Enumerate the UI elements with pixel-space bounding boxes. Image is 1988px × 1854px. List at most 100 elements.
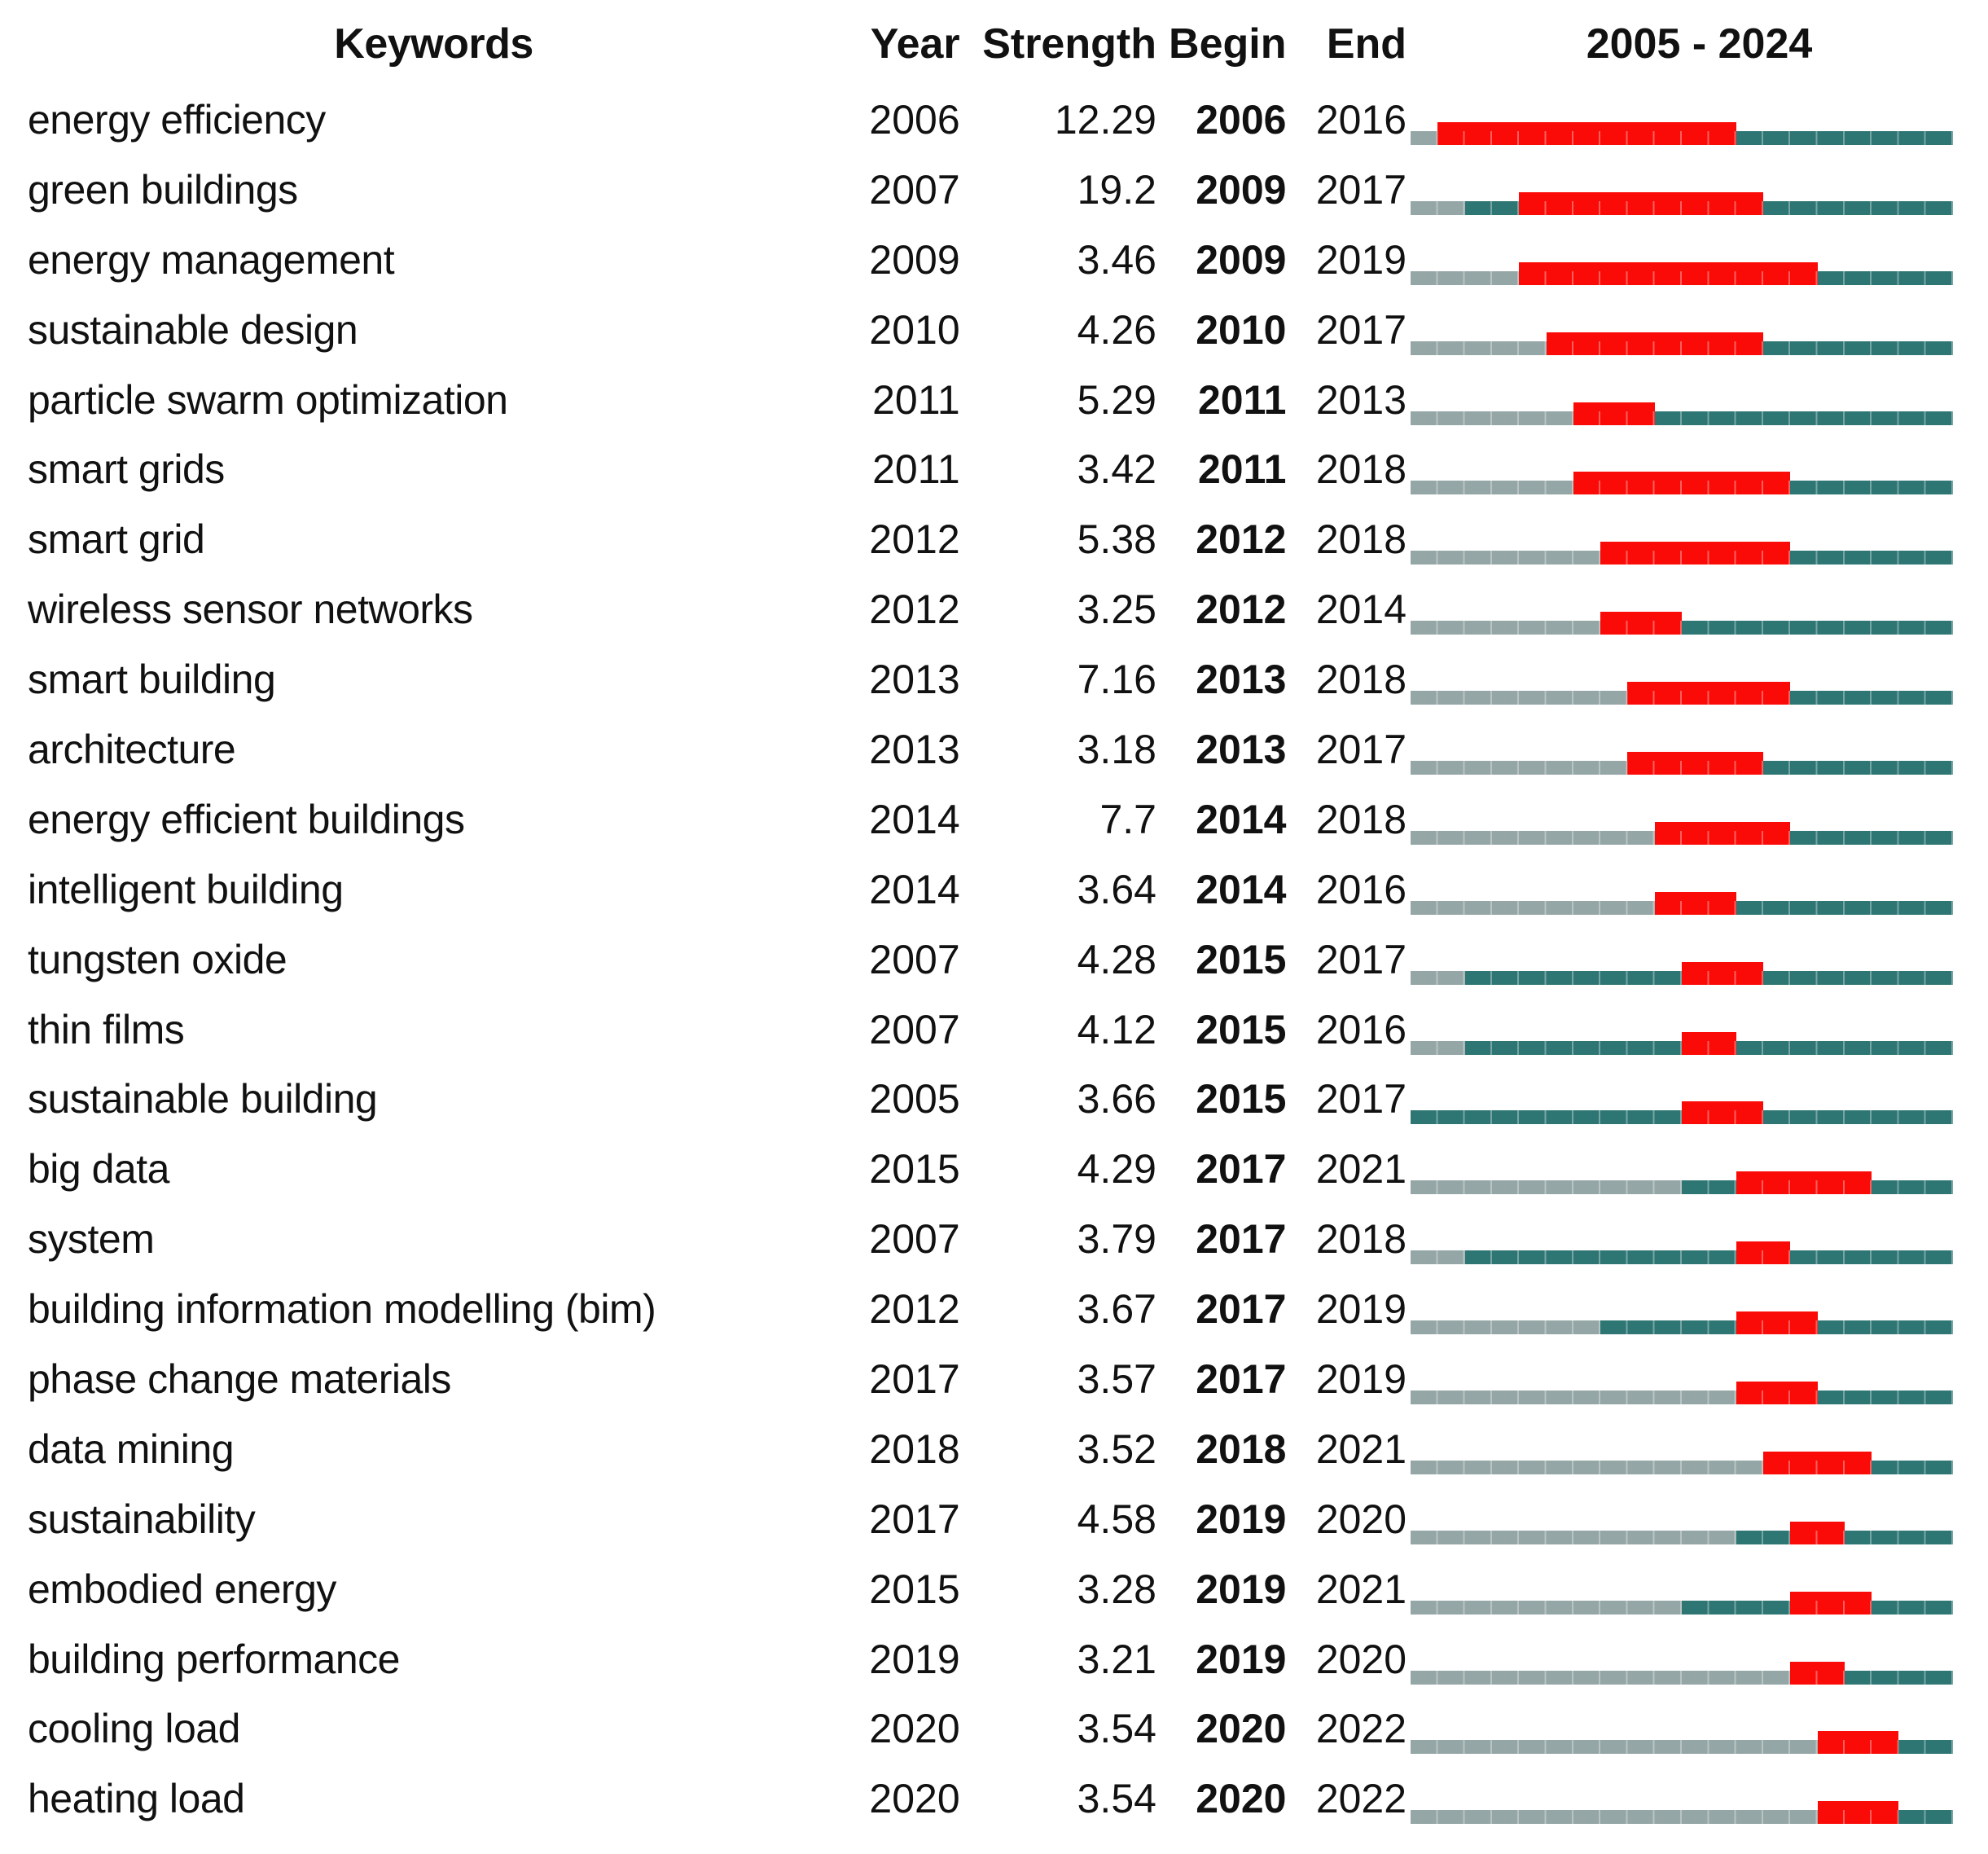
year-value: 2020 xyxy=(869,1776,960,1822)
burst-segment xyxy=(1546,332,1763,355)
post-burst-segment xyxy=(1654,411,1954,425)
header-end: End xyxy=(1326,20,1407,68)
keyword-label: sustainable building xyxy=(28,1076,378,1123)
end-value: 2022 xyxy=(1315,1776,1407,1822)
table-row: energy efficiency 2006 12.29 2006 2016 xyxy=(0,85,1988,155)
post-burst-segment xyxy=(1762,1110,1954,1125)
timeline-track xyxy=(1411,1381,1954,1404)
keyword-label: particle swarm optimization xyxy=(28,376,508,423)
burst-segment xyxy=(1519,261,1818,285)
strength-value: 12.29 xyxy=(1054,96,1156,143)
post-burst-segment xyxy=(1762,340,1954,355)
timeline-cell xyxy=(1407,1624,1988,1694)
begin-value: 2019 xyxy=(1196,1566,1287,1612)
year-value: 2007 xyxy=(869,936,960,982)
year-value: 2014 xyxy=(869,796,960,842)
burst-segment xyxy=(1600,612,1683,635)
end-value: 2014 xyxy=(1315,587,1407,633)
keyword-label: tungsten oxide xyxy=(28,936,287,982)
header-keywords: Keywords xyxy=(334,20,533,68)
header-strength: Strength xyxy=(982,20,1156,68)
end-value: 2017 xyxy=(1315,726,1407,772)
post-burst-segment xyxy=(1872,1460,1954,1474)
timeline-track xyxy=(1411,1661,1954,1685)
active-segment xyxy=(1682,1180,1736,1195)
begin-value: 2011 xyxy=(1198,376,1287,423)
header-timeline-range: 2005 - 2024 xyxy=(1586,20,1813,68)
begin-value: 2020 xyxy=(1196,1706,1287,1752)
burst-segment xyxy=(1790,1661,1845,1685)
post-burst-segment xyxy=(1790,1250,1954,1265)
burst-segment xyxy=(1682,1031,1736,1055)
burst-segment xyxy=(1817,1731,1899,1755)
table-row: architecture 2013 3.18 2013 2017 xyxy=(0,714,1988,784)
pre-appearance-segment xyxy=(1411,1460,1763,1474)
pre-appearance-segment xyxy=(1411,1670,1791,1685)
table-row: big data 2015 4.29 2017 2021 xyxy=(0,1134,1988,1204)
pre-appearance-segment xyxy=(1411,1040,1465,1055)
active-segment xyxy=(1411,1110,1683,1125)
begin-value: 2017 xyxy=(1196,1216,1287,1263)
year-value: 2017 xyxy=(869,1355,960,1402)
begin-value: 2019 xyxy=(1196,1496,1287,1542)
timeline-track xyxy=(1411,821,1954,845)
timeline-track xyxy=(1411,261,1954,285)
end-value: 2019 xyxy=(1315,236,1407,283)
end-value: 2016 xyxy=(1315,96,1407,143)
begin-value: 2019 xyxy=(1196,1636,1287,1682)
post-burst-segment xyxy=(1762,200,1954,215)
strength-value: 3.79 xyxy=(1077,1216,1156,1263)
post-burst-segment xyxy=(1872,1180,1954,1195)
post-burst-segment xyxy=(1736,1040,1954,1055)
timeline-cell xyxy=(1407,925,1988,995)
table-row: building performance 2019 3.21 2019 2020 xyxy=(0,1624,1988,1694)
timeline-cell xyxy=(1407,714,1988,784)
keyword-label: big data xyxy=(28,1146,169,1193)
begin-value: 2015 xyxy=(1196,1006,1287,1052)
timeline-cell xyxy=(1407,995,1988,1065)
year-value: 2006 xyxy=(869,96,960,143)
post-burst-segment xyxy=(1762,760,1954,775)
table-row: particle swarm optimization 2011 5.29 20… xyxy=(0,365,1988,435)
timeline-cell xyxy=(1407,1554,1988,1624)
pre-appearance-segment xyxy=(1411,200,1465,215)
begin-value: 2009 xyxy=(1196,166,1287,213)
strength-value: 4.12 xyxy=(1077,1006,1156,1052)
strength-value: 5.29 xyxy=(1077,376,1156,423)
header-begin: Begin xyxy=(1169,20,1287,68)
begin-value: 2014 xyxy=(1196,866,1287,912)
begin-value: 2017 xyxy=(1196,1146,1287,1193)
timeline-track xyxy=(1411,1311,1954,1335)
timeline-cell xyxy=(1407,1414,1988,1484)
year-value: 2013 xyxy=(869,657,960,703)
timeline-track xyxy=(1411,891,1954,915)
pre-appearance-segment xyxy=(1411,1390,1736,1404)
strength-value: 3.54 xyxy=(1077,1776,1156,1822)
begin-value: 2015 xyxy=(1196,1076,1287,1123)
keyword-label: thin films xyxy=(28,1006,185,1052)
table-row: phase change materials 2017 3.57 2017 20… xyxy=(0,1344,1988,1414)
pre-appearance-segment xyxy=(1411,1180,1683,1195)
burst-segment xyxy=(1627,751,1763,775)
timeline-track xyxy=(1411,1031,1954,1055)
timeline-cell xyxy=(1407,434,1988,504)
keyword-label: sustainable design xyxy=(28,306,358,353)
strength-value: 3.28 xyxy=(1077,1566,1156,1612)
post-burst-segment xyxy=(1844,1530,1954,1544)
post-burst-segment xyxy=(1790,830,1954,845)
strength-value: 3.64 xyxy=(1077,866,1156,912)
end-value: 2021 xyxy=(1315,1566,1407,1612)
active-segment xyxy=(1600,1320,1736,1335)
strength-value: 7.7 xyxy=(1099,796,1156,842)
keyword-label: building performance xyxy=(28,1636,400,1682)
timeline-track xyxy=(1411,751,1954,775)
burst-segment xyxy=(1736,1171,1872,1195)
end-value: 2019 xyxy=(1315,1286,1407,1333)
timeline-track xyxy=(1411,961,1954,985)
year-value: 2015 xyxy=(869,1566,960,1612)
end-value: 2017 xyxy=(1315,936,1407,982)
table-row: building information modelling (bim) 201… xyxy=(0,1274,1988,1344)
end-value: 2016 xyxy=(1315,866,1407,912)
pre-appearance-segment xyxy=(1411,1600,1683,1615)
